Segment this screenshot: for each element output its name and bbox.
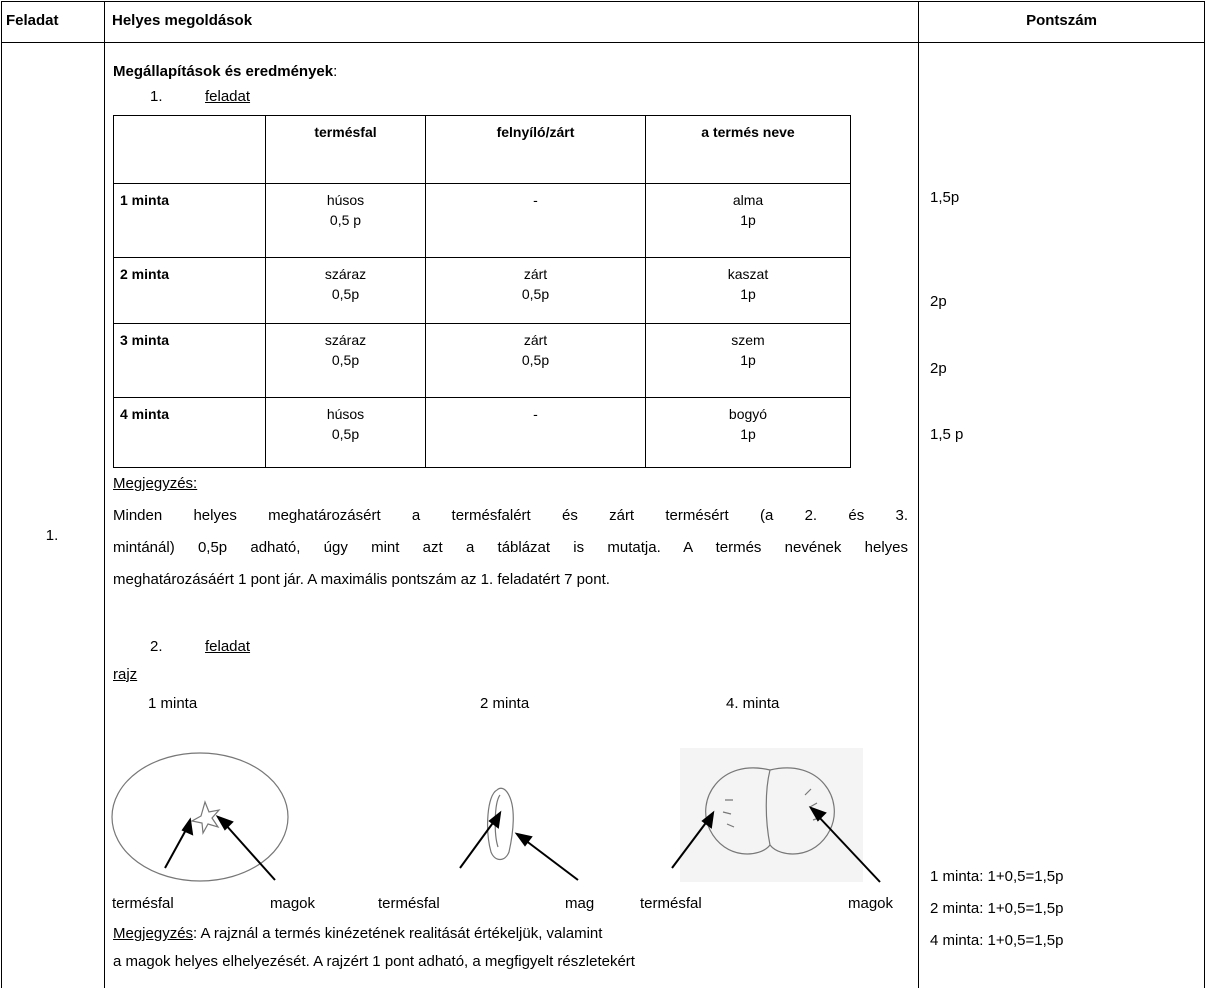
table-cell: zárt 0,5p <box>425 323 646 398</box>
note-line: Minden helyes meghatározásért a termésfa… <box>113 507 908 524</box>
cell-line: 0,5p <box>521 352 550 368</box>
result-table: termésfal felnyíló/zárt a termés neve 1 min… <box>113 115 851 468</box>
cell-line: bogyó <box>728 406 768 422</box>
note-text: : A rajznál a termés kinézetének realitá… <box>193 925 603 942</box>
cell-line: 0,5p <box>331 286 360 302</box>
cell-line: húsos <box>326 192 365 208</box>
cell-line: 0,5 p <box>329 212 362 228</box>
row-label: 1 minta <box>113 183 266 258</box>
task-number: 1. <box>45 527 59 544</box>
cell-line: 1p <box>740 426 756 442</box>
table-cell: szem 1p <box>645 323 851 398</box>
cell-line: száraz <box>324 332 367 348</box>
cell-line: 1p <box>740 352 756 368</box>
table-cell: - <box>425 183 646 258</box>
table-cell <box>113 115 266 184</box>
table-row: 3 minta száraz 0,5p zárt 0,5p szem 1p <box>113 323 851 398</box>
table-header-cell: a termés neve <box>645 115 851 184</box>
points: 1 minta: 1+0,5=1,5p <box>930 868 1064 885</box>
row-label: 3 minta <box>113 323 266 398</box>
border <box>1 1 2 988</box>
points: 2 minta: 1+0,5=1,5p <box>930 900 1064 917</box>
cell-line: 1p <box>740 286 756 302</box>
header-cell: Pontszám <box>1026 12 1097 29</box>
table-row: termésfal felnyíló/zárt a termés neve <box>113 115 851 184</box>
cell-line: húsos <box>326 406 365 422</box>
border <box>1 42 1205 43</box>
sketch-bg <box>680 748 863 882</box>
annotation: termésfal <box>112 895 174 912</box>
cell-line: száraz <box>324 266 367 282</box>
drawing-label: rajz <box>113 666 138 683</box>
points: 1,5p <box>930 189 960 206</box>
section-title-rest: : <box>333 63 338 80</box>
table-cell: alma 1p <box>645 183 851 258</box>
points: 4 minta: 1+0,5=1,5p <box>930 932 1064 949</box>
subtask-number: 2. <box>150 638 163 655</box>
note2-line: Megjegyzés: A rajznál a termés kinézetén… <box>113 925 602 943</box>
annotation: magok <box>848 895 894 912</box>
section-title: Megállapítások és eredmények: <box>113 63 337 81</box>
row-label: 4 minta <box>113 397 266 468</box>
table-header-cell: felnyíló/zárt <box>425 115 646 184</box>
cell-line: zárt <box>523 332 548 348</box>
note-text: Minden helyes meghatározásért a termésfa… <box>113 500 908 596</box>
table-cell: - <box>425 397 646 468</box>
cell-line: szem <box>731 332 765 348</box>
section-title-bold: Megállapítások és eredmények <box>113 63 334 80</box>
cell-line: - <box>533 192 538 208</box>
table-row: 1 minta húsos 0,5 p - alma 1p <box>113 183 851 258</box>
points: 2p <box>930 360 947 377</box>
table-cell: száraz 0,5p <box>265 323 426 398</box>
note-label: Megjegyzés <box>113 925 194 942</box>
border <box>1204 1 1205 988</box>
cell-line: 1p <box>740 212 756 228</box>
sample-label: 4. minta <box>726 695 780 712</box>
sample-label: 2 minta <box>480 695 530 712</box>
subtask-label: feladat <box>205 88 251 105</box>
cell-line: alma <box>732 192 764 208</box>
border <box>1 1 1205 2</box>
cell-line: kaszat <box>727 266 769 282</box>
note2-line: a magok helyes elhelyezését. A rajzért 1… <box>113 953 635 970</box>
cell-line: 0,5p <box>331 352 360 368</box>
header-cell: Helyes megoldások <box>112 12 253 29</box>
note-line: mintánál) 0,5p adható, úgy mint azt a tá… <box>113 539 908 556</box>
subtask-label: feladat <box>205 638 251 655</box>
sketches <box>111 748 881 883</box>
table-row: 2 minta száraz 0,5p zárt 0,5p kaszat 1p <box>113 257 851 324</box>
annotation: termésfal <box>640 895 702 912</box>
points: 2p <box>930 293 947 310</box>
table-cell: bogyó 1p <box>645 397 851 468</box>
cell-line: 0,5p <box>521 286 550 302</box>
sample-label: 1 minta <box>148 695 198 712</box>
cell-line: - <box>533 406 538 422</box>
cell-line: 0,5p <box>331 426 360 442</box>
row-label: 2 minta <box>113 257 266 324</box>
table-cell: húsos 0,5p <box>265 397 426 468</box>
annotation: mag <box>565 895 595 912</box>
table-header-cell: termésfal <box>265 115 426 184</box>
header-cell: Feladat <box>6 12 59 29</box>
border <box>918 1 919 988</box>
cell-line: zárt <box>523 266 548 282</box>
table-cell: kaszat 1p <box>645 257 851 324</box>
table-cell: húsos 0,5 p <box>265 183 426 258</box>
table-cell: zárt 0,5p <box>425 257 646 324</box>
border <box>104 1 105 988</box>
points: 1,5 p <box>930 426 964 443</box>
annotation: termésfal <box>378 895 440 912</box>
note-label: Megjegyzés: <box>113 475 198 492</box>
table-row: 4 minta húsos 0,5p - bogyó 1p <box>113 397 851 468</box>
note-line: meghatározásáért 1 pont jár. A maximális… <box>113 571 610 588</box>
subtask-number: 1. <box>150 88 163 105</box>
annotation: magok <box>270 895 316 912</box>
table-cell: száraz 0,5p <box>265 257 426 324</box>
